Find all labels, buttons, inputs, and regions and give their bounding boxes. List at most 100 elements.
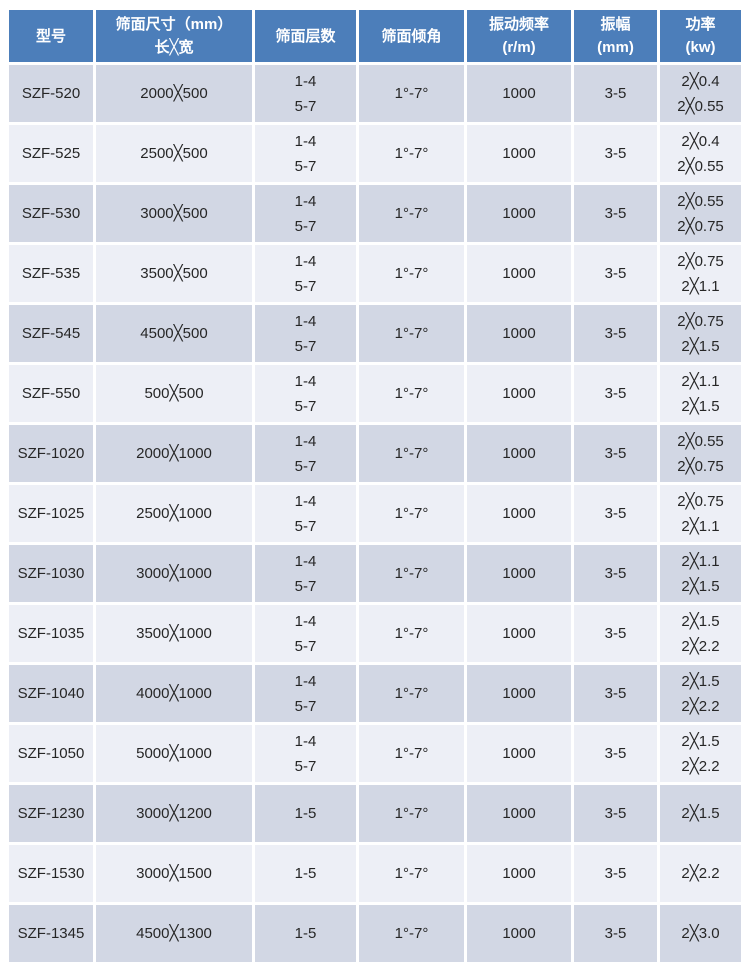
table-row: SZF-545 4500╳500 1-4 5-7 1°-7° 1000 3-5 2╳0.75… — [9, 305, 741, 362]
cell-angle: 1°-7° — [359, 125, 464, 182]
spec-table-body: SZF-520 2000╳500 1-4 5-7 1°-7° 1000 3-5 2╳0.4 … — [9, 65, 741, 962]
cell-angle: 1°-7° — [359, 605, 464, 662]
cell-size: 4500╳1300 — [96, 905, 252, 962]
cell-amplitude: 3-5 — [574, 905, 657, 962]
cell-power: 2╳0.55 2╳0.75 — [660, 425, 741, 482]
cell-angle: 1°-7° — [359, 305, 464, 362]
table-row: SZF-1025 2500╳1000 1-4 5-7 1°-7° 1000 3-5 2╳0.… — [9, 485, 741, 542]
cell-amplitude: 3-5 — [574, 125, 657, 182]
cell-power: 2╳1.5 2╳2.2 — [660, 665, 741, 722]
cell-frequency: 1000 — [467, 65, 571, 122]
col-header-angle: 筛面倾角 — [359, 10, 464, 62]
cell-model: SZF-520 — [9, 65, 93, 122]
cell-frequency: 1000 — [467, 845, 571, 902]
table-row: SZF-1020 2000╳1000 1-4 5-7 1°-7° 1000 3-5 2╳0.… — [9, 425, 741, 482]
cell-power: 2╳1.1 2╳1.5 — [660, 365, 741, 422]
cell-layers: 1-5 — [255, 845, 356, 902]
cell-model: SZF-1230 — [9, 785, 93, 842]
cell-layers: 1-4 5-7 — [255, 485, 356, 542]
table-row: SZF-520 2000╳500 1-4 5-7 1°-7° 1000 3-5 2╳0.4 … — [9, 65, 741, 122]
cell-layers: 1-4 5-7 — [255, 125, 356, 182]
cell-model: SZF-1030 — [9, 545, 93, 602]
cell-layers: 1-4 5-7 — [255, 185, 356, 242]
col-header-amplitude: 振幅 (mm) — [574, 10, 657, 62]
header-row: 型号 筛面尺寸（mm） 长╳宽 筛面层数 筛面倾角 振动频率 (r/m) 振幅 (mm) 功… — [9, 10, 741, 62]
cell-size: 3500╳1000 — [96, 605, 252, 662]
cell-layers: 1-4 5-7 — [255, 305, 356, 362]
cell-angle: 1°-7° — [359, 725, 464, 782]
cell-layers: 1-4 5-7 — [255, 65, 356, 122]
table-row: SZF-1035 3500╳1000 1-4 5-7 1°-7° 1000 3-5 2╳1.… — [9, 605, 741, 662]
cell-size: 2000╳500 — [96, 65, 252, 122]
spec-table-header: 型号 筛面尺寸（mm） 长╳宽 筛面层数 筛面倾角 振动频率 (r/m) 振幅 (mm) 功… — [9, 10, 741, 62]
cell-amplitude: 3-5 — [574, 65, 657, 122]
cell-power: 2╳1.5 2╳2.2 — [660, 725, 741, 782]
cell-frequency: 1000 — [467, 665, 571, 722]
cell-model: SZF-525 — [9, 125, 93, 182]
cell-angle: 1°-7° — [359, 845, 464, 902]
cell-layers: 1-4 5-7 — [255, 425, 356, 482]
cell-frequency: 1000 — [467, 545, 571, 602]
cell-size: 3000╳1500 — [96, 845, 252, 902]
cell-frequency: 1000 — [467, 785, 571, 842]
cell-layers: 1-5 — [255, 905, 356, 962]
cell-amplitude: 3-5 — [574, 425, 657, 482]
cell-size: 3000╳1000 — [96, 545, 252, 602]
col-header-power: 功率 (kw) — [660, 10, 741, 62]
table-row: SZF-550 500╳500 1-4 5-7 1°-7° 1000 3-5 2╳1.1 2… — [9, 365, 741, 422]
cell-size: 2500╳1000 — [96, 485, 252, 542]
table-row: SZF-535 3500╳500 1-4 5-7 1°-7° 1000 3-5 2╳0.75… — [9, 245, 741, 302]
cell-model: SZF-530 — [9, 185, 93, 242]
cell-frequency: 1000 — [467, 245, 571, 302]
cell-model: SZF-545 — [9, 305, 93, 362]
cell-angle: 1°-7° — [359, 365, 464, 422]
cell-power: 2╳1.5 2╳2.2 — [660, 605, 741, 662]
cell-size: 4500╳500 — [96, 305, 252, 362]
cell-amplitude: 3-5 — [574, 485, 657, 542]
cell-size: 5000╳1000 — [96, 725, 252, 782]
col-header-model: 型号 — [9, 10, 93, 62]
cell-amplitude: 3-5 — [574, 365, 657, 422]
cell-layers: 1-4 5-7 — [255, 725, 356, 782]
cell-layers: 1-4 5-7 — [255, 545, 356, 602]
cell-angle: 1°-7° — [359, 485, 464, 542]
cell-amplitude: 3-5 — [574, 665, 657, 722]
cell-angle: 1°-7° — [359, 65, 464, 122]
cell-model: SZF-1050 — [9, 725, 93, 782]
cell-frequency: 1000 — [467, 905, 571, 962]
cell-layers: 1-4 5-7 — [255, 365, 356, 422]
cell-amplitude: 3-5 — [574, 605, 657, 662]
table-row: SZF-1030 3000╳1000 1-4 5-7 1°-7° 1000 3-5 2╳1.… — [9, 545, 741, 602]
cell-model: SZF-1345 — [9, 905, 93, 962]
table-row: SZF-525 2500╳500 1-4 5-7 1°-7° 1000 3-5 2╳0.4 … — [9, 125, 741, 182]
cell-layers: 1-4 5-7 — [255, 245, 356, 302]
spec-table: 型号 筛面尺寸（mm） 长╳宽 筛面层数 筛面倾角 振动频率 (r/m) 振幅 (mm) 功… — [6, 7, 744, 965]
cell-size: 500╳500 — [96, 365, 252, 422]
cell-angle: 1°-7° — [359, 185, 464, 242]
cell-amplitude: 3-5 — [574, 725, 657, 782]
cell-size: 4000╳1000 — [96, 665, 252, 722]
cell-power: 2╳1.5 — [660, 785, 741, 842]
cell-angle: 1°-7° — [359, 545, 464, 602]
cell-angle: 1°-7° — [359, 905, 464, 962]
cell-amplitude: 3-5 — [574, 545, 657, 602]
cell-angle: 1°-7° — [359, 665, 464, 722]
col-header-size: 筛面尺寸（mm） 长╳宽 — [96, 10, 252, 62]
cell-frequency: 1000 — [467, 365, 571, 422]
table-row: SZF-530 3000╳500 1-4 5-7 1°-7° 1000 3-5 2╳0.55… — [9, 185, 741, 242]
cell-power: 2╳3.0 — [660, 905, 741, 962]
cell-model: SZF-1040 — [9, 665, 93, 722]
cell-layers: 1-4 5-7 — [255, 665, 356, 722]
cell-model: SZF-1035 — [9, 605, 93, 662]
cell-frequency: 1000 — [467, 725, 571, 782]
table-row: SZF-1230 3000╳1200 1-5 1°-7° 1000 3-5 2╳1.5 — [9, 785, 741, 842]
table-row: SZF-1050 5000╳1000 1-4 5-7 1°-7° 1000 3-5 2╳1.… — [9, 725, 741, 782]
cell-size: 3000╳500 — [96, 185, 252, 242]
cell-amplitude: 3-5 — [574, 185, 657, 242]
col-header-frequency: 振动频率 (r/m) — [467, 10, 571, 62]
cell-amplitude: 3-5 — [574, 245, 657, 302]
cell-frequency: 1000 — [467, 425, 571, 482]
cell-angle: 1°-7° — [359, 785, 464, 842]
cell-power: 2╳0.4 2╳0.55 — [660, 65, 741, 122]
cell-frequency: 1000 — [467, 485, 571, 542]
